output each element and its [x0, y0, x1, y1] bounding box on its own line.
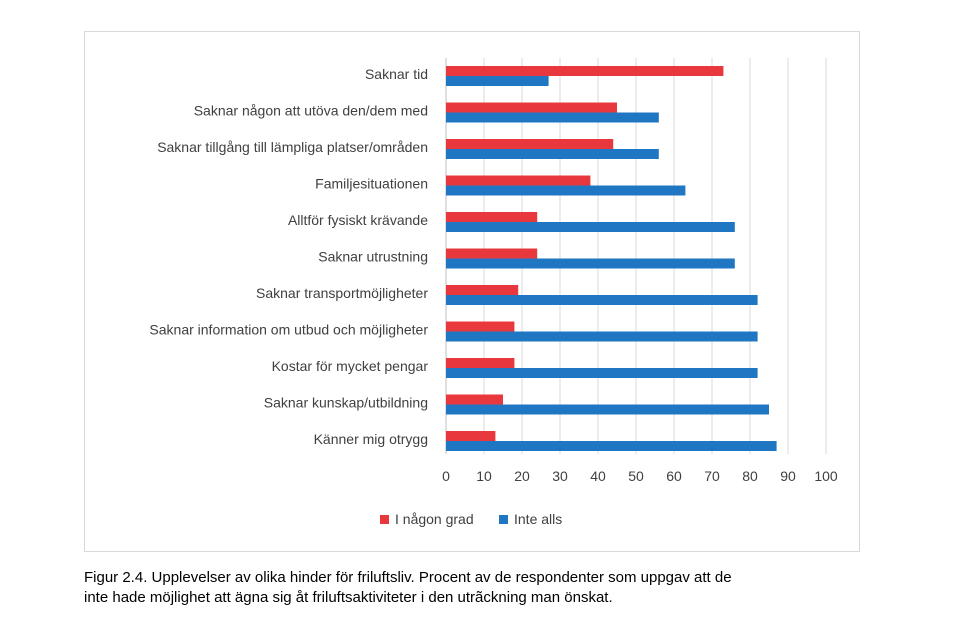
x-tick-label: 10: [476, 468, 492, 484]
bar-inte-alls: [446, 112, 659, 123]
bar-inte-alls: [446, 222, 735, 232]
category-label: Saknar kunskap/utbildning: [264, 395, 428, 411]
legend: I någon grad Inte alls: [380, 511, 562, 527]
category-label: Saknar transportmöjligheter: [256, 285, 428, 301]
bar-inte-alls: [446, 149, 659, 159]
bar-inte-alls: [446, 295, 758, 305]
figure-caption: Figur 2.4. Upplevelser av olika hinder f…: [84, 568, 884, 608]
bar-i-nagon-grad: [446, 394, 503, 405]
x-tick-label: 0: [442, 468, 450, 484]
x-tick-label: 60: [666, 468, 682, 484]
legend-label: I någon grad: [395, 511, 474, 527]
category-label: Alltför fysiskt krävande: [288, 212, 428, 228]
bar-i-nagon-grad: [446, 175, 591, 186]
category-label: Känner mig otrygg: [314, 431, 428, 447]
bar-inte-alls: [446, 368, 758, 378]
bar-inte-alls: [446, 185, 686, 196]
category-label: Saknar information om utbud och möjlighe…: [149, 322, 428, 338]
category-labels: Saknar tid Saknar någon att utöva den/dem…: [149, 66, 428, 447]
x-tick-label: 100: [814, 468, 838, 484]
legend-swatch: [499, 515, 508, 524]
bar-inte-alls: [446, 331, 758, 342]
x-tick-label: 50: [628, 468, 644, 484]
bar-i-nagon-grad: [446, 358, 515, 368]
bar-i-nagon-grad: [446, 321, 515, 332]
category-label: Saknar utrustning: [318, 249, 428, 265]
bar-inte-alls: [446, 441, 777, 451]
bar-i-nagon-grad: [446, 285, 519, 295]
category-label: Saknar tillgång till lämpliga platser/om…: [157, 139, 428, 155]
category-label: Kostar för mycket pengar: [272, 358, 429, 374]
x-tick-label: 40: [590, 468, 606, 484]
x-tick-label: 30: [552, 468, 568, 484]
bar-inte-alls: [446, 404, 769, 415]
bar-i-nagon-grad: [446, 431, 496, 441]
bar-i-nagon-grad: [446, 248, 538, 259]
bar-i-nagon-grad: [446, 102, 617, 113]
chart-frame: Saknar tid Saknar någon att utöva den/dem…: [84, 31, 860, 552]
x-tick-label: 90: [780, 468, 796, 484]
bar-i-nagon-grad: [446, 212, 538, 222]
bar-i-nagon-grad: [446, 139, 614, 149]
gridlines: [445, 58, 827, 454]
legend-swatch: [380, 515, 389, 524]
bar-inte-alls: [446, 258, 735, 269]
x-tick-label: 80: [742, 468, 758, 484]
bar-inte-alls: [446, 76, 549, 86]
caption-line-2: inte hade möjlighet att ägna sig åt fril…: [84, 589, 613, 606]
x-tick-label: 20: [514, 468, 530, 484]
legend-label: Inte alls: [514, 511, 562, 527]
bar-i-nagon-grad: [446, 66, 724, 76]
x-tick-label: 70: [704, 468, 720, 484]
bars: [446, 66, 777, 451]
category-label: Saknar tid: [365, 66, 428, 82]
category-label: Saknar någon att utöva den/dem med: [194, 103, 428, 119]
bar-chart: Saknar tid Saknar någon att utöva den/dem…: [149, 58, 838, 527]
caption-line-1: Figur 2.4. Upplevelser av olika hinder f…: [84, 569, 732, 586]
x-tick-labels: 0 10 20 30 40 50 60 70 80 90 100: [442, 468, 838, 484]
category-label: Familjesituationen: [315, 176, 428, 192]
